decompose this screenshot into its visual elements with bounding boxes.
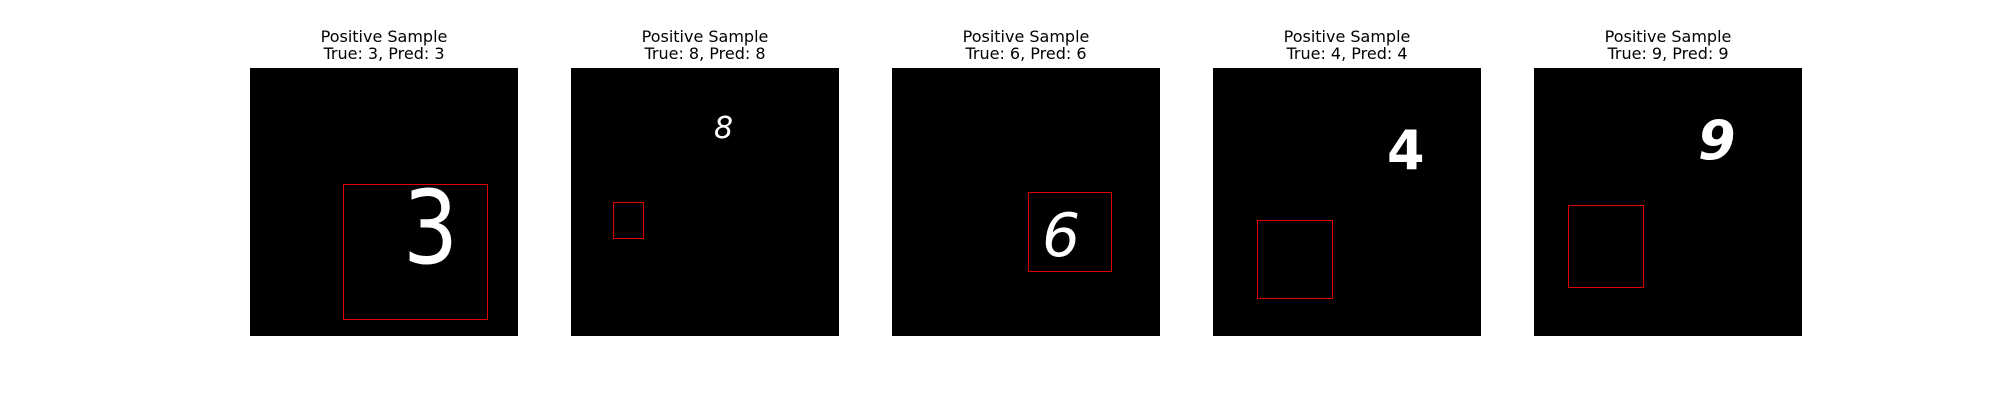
panel-subtitle-text: True: 3, Pred: 3 [323,44,445,63]
sample-panel-1: Positive Sample True: 3, Pred: 3 3 [250,0,518,400]
digit-image: 9 [1534,68,1802,336]
panel-title: Positive Sample True: 9, Pred: 9 [1534,28,1802,62]
panel-subtitle-text: True: 6, Pred: 6 [965,44,1087,63]
digit-glyph: 9 [1698,109,1736,172]
panel-title: Positive Sample True: 4, Pred: 4 [1213,28,1481,62]
sample-panel-2: Positive Sample True: 8, Pred: 8 8 [571,0,839,400]
panel-subtitle-text: True: 9, Pred: 9 [1607,44,1729,63]
digit-image: 4 [1213,68,1481,336]
panel-subtitle-text: True: 4, Pred: 4 [1286,44,1408,63]
panel-title-text: Positive Sample [1604,27,1732,46]
panel-title-text: Positive Sample [320,27,448,46]
panel-title: Positive Sample True: 8, Pred: 8 [571,28,839,62]
bounding-box [1028,192,1112,272]
bounding-box [1568,205,1644,288]
bounding-box [1257,220,1333,299]
digit-glyph: 4 [1387,119,1425,182]
panel-title-text: Positive Sample [1283,27,1411,46]
panel-title-text: Positive Sample [641,27,769,46]
panel-title-text: Positive Sample [962,27,1090,46]
sample-panel-5: Positive Sample True: 9, Pred: 9 9 [1534,0,1802,400]
digit-glyph: 8 [714,111,734,146]
sample-panel-4: Positive Sample True: 4, Pred: 4 4 [1213,0,1481,400]
panel-title: Positive Sample True: 6, Pred: 6 [892,28,1160,62]
panel-title: Positive Sample True: 3, Pred: 3 [250,28,518,62]
bounding-box [613,202,644,239]
digit-glyph: 6 [1042,201,1081,271]
sample-panel-3: Positive Sample True: 6, Pred: 6 6 [892,0,1160,400]
panel-subtitle-text: True: 8, Pred: 8 [644,44,766,63]
bounding-box [343,184,488,320]
digit-glyph: 3 [403,169,459,288]
digit-image: 8 [571,68,839,336]
digit-image: 6 [892,68,1160,336]
digit-image: 3 [250,68,518,336]
